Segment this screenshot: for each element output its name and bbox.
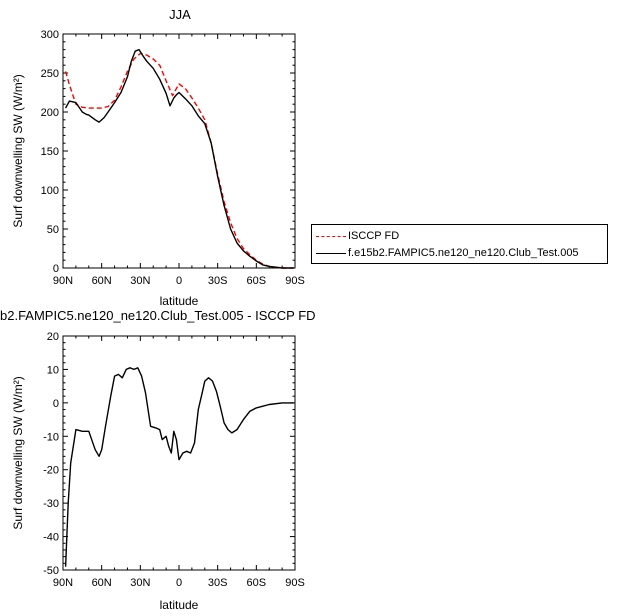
bottom-x-tick-label: 0: [176, 577, 182, 589]
bottom-y-axis-label: Surf downwelling SW (W/m²): [11, 376, 25, 529]
bottom-x-tick-label: 90S: [285, 577, 305, 589]
top-y-tick-label: 100: [41, 185, 59, 197]
bottom-ticks: 90N 60N 30N 0 30S 60S 90S -50 -40 -30 -20 -10 0 10 20: [43, 331, 305, 589]
bottom-y-tick-label: -10: [43, 431, 59, 443]
top-x-tick-label: 60N: [92, 275, 112, 287]
top-chart: JJA latitude Surf downwelling SW (W/m²) …: [11, 7, 305, 308]
top-y-tick-label: 200: [41, 107, 59, 119]
bottom-series-line-0: [64, 367, 294, 567]
legend-entry-model: f.e15b2.FAMPIC5.ne120_ne120.Club_Test.00…: [316, 245, 579, 261]
bottom-x-tick-label: 60S: [247, 577, 267, 589]
top-series-lines: [64, 48, 294, 269]
bottom-x-tick-label: 30S: [208, 577, 228, 589]
bottom-x-tick-label: 30N: [130, 577, 150, 589]
bottom-y-tick-label: -50: [43, 565, 59, 577]
top-chart-title: JJA: [169, 7, 191, 22]
bottom-series-lines: [64, 367, 294, 567]
legend: ISCCP FD f.e15b2.FAMPIC5.ne120_ne120.Clu…: [311, 224, 608, 264]
bottom-y-tick-label: -40: [43, 532, 59, 544]
legend-entry-isccp: ISCCP FD: [316, 228, 399, 244]
top-y-tick-label: 50: [47, 224, 59, 236]
top-x-tick-label: 30S: [208, 275, 228, 287]
top-series-line-1: [64, 48, 294, 269]
top-x-tick-label: 90S: [285, 275, 305, 287]
bottom-x-tick-label: 60N: [92, 577, 112, 589]
bottom-y-tick-label: -20: [43, 465, 59, 477]
legend-swatch-model: [316, 252, 346, 254]
top-y-tick-label: 300: [41, 29, 59, 41]
bottom-y-tick-label: 0: [53, 398, 59, 410]
legend-swatch-isccp: [316, 235, 346, 237]
top-y-tick-label: 150: [41, 146, 59, 158]
bottom-y-tick-label: 20: [47, 331, 59, 343]
top-x-tick-label: 0: [176, 275, 182, 287]
top-series-line-0: [64, 52, 294, 269]
top-x-axis-label: latitude: [160, 294, 199, 308]
top-y-axis-label: Surf downwelling SW (W/m²): [11, 74, 25, 227]
top-y-tick-label: 250: [41, 68, 59, 80]
top-ticks: 90N 60N 30N 0 30S 60S 90S 0 50 100 150 200 250 300: [41, 29, 305, 287]
bottom-x-axis-label: latitude: [160, 598, 199, 612]
bottom-y-tick-label: 10: [47, 364, 59, 376]
bottom-y-tick-label: -30: [43, 498, 59, 510]
bottom-x-tick-label: 90N: [53, 577, 73, 589]
legend-label-model: f.e15b2.FAMPIC5.ne120_ne120.Club_Test.00…: [348, 247, 579, 259]
top-x-tick-label: 30N: [130, 275, 150, 287]
top-plot-frame: [62, 33, 296, 269]
top-x-tick-label: 60S: [247, 275, 267, 287]
top-y-tick-label: 0: [53, 263, 59, 275]
legend-label-isccp: ISCCP FD: [348, 230, 400, 242]
bottom-chart-title: b2.FAMPIC5.ne120_ne120.Club_Test.005 - I…: [0, 308, 316, 323]
bottom-chart: b2.FAMPIC5.ne120_ne120.Club_Test.005 - I…: [0, 308, 316, 612]
top-x-tick-label: 90N: [53, 275, 73, 287]
